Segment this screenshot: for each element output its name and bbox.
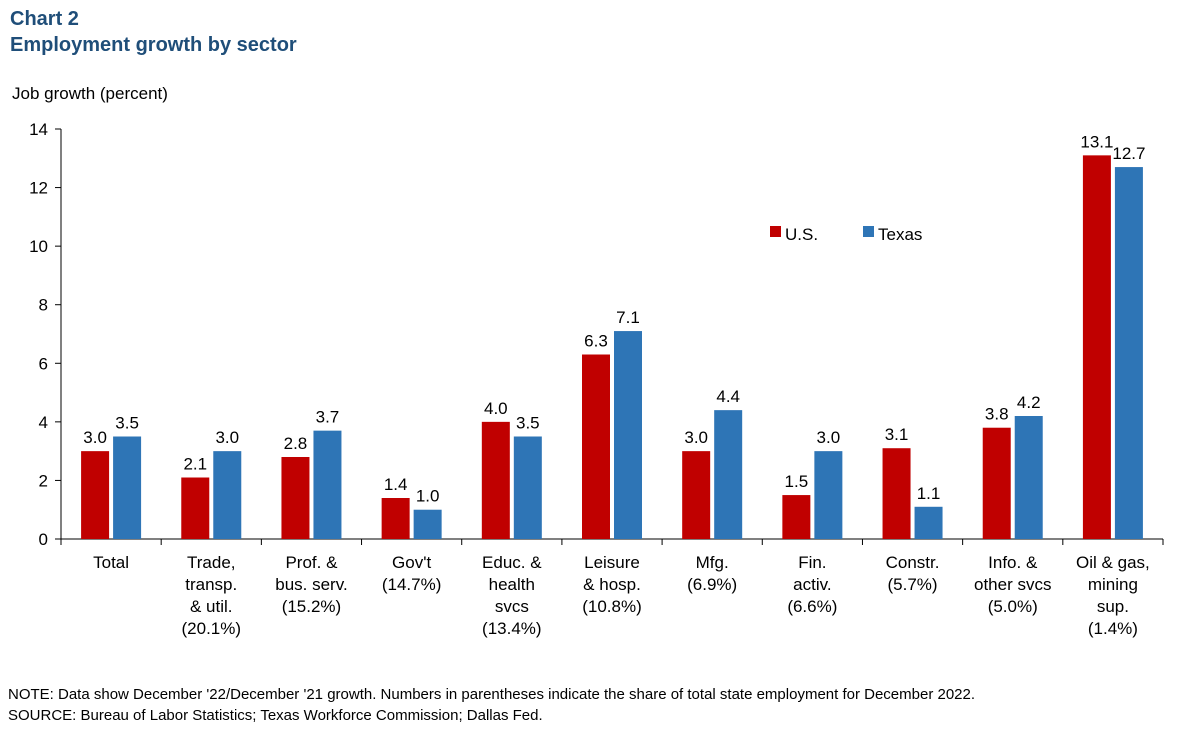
data-label: 3.1 bbox=[885, 425, 909, 444]
x-category-label: Total bbox=[93, 553, 129, 572]
x-category-label: other svcs bbox=[974, 575, 1051, 594]
bar-texas bbox=[1014, 416, 1043, 539]
bar-us bbox=[81, 451, 110, 539]
bar-us bbox=[582, 354, 610, 539]
chart-title: Chart 2 Employment growth by sector bbox=[10, 6, 297, 58]
x-category-label: sup. bbox=[1097, 597, 1129, 616]
x-category-label: (14.7%) bbox=[382, 575, 442, 594]
y-tick-label: 8 bbox=[39, 296, 48, 315]
bar-texas bbox=[413, 509, 442, 539]
bar-texas bbox=[614, 331, 642, 539]
bar-texas bbox=[714, 410, 743, 539]
note-text: NOTE: Data show December '22/December '2… bbox=[8, 686, 976, 703]
x-category-label: (1.4%) bbox=[1088, 619, 1138, 638]
y-tick-label: 10 bbox=[29, 237, 48, 256]
bar-us bbox=[782, 495, 811, 539]
bar-us bbox=[682, 451, 711, 539]
data-label: 3.5 bbox=[516, 414, 540, 433]
bar-us bbox=[982, 427, 1011, 539]
x-category-label: Info. & bbox=[988, 553, 1038, 572]
legend-label: U.S. bbox=[785, 225, 818, 244]
data-label: 3.0 bbox=[817, 428, 841, 447]
data-label: 1.4 bbox=[384, 475, 408, 494]
data-label: 1.1 bbox=[917, 484, 941, 503]
data-label: 2.1 bbox=[183, 455, 207, 474]
bar-us bbox=[1082, 155, 1111, 539]
x-category-label: (15.2%) bbox=[282, 597, 342, 616]
bar-texas bbox=[213, 451, 242, 539]
bar-us bbox=[882, 448, 911, 539]
x-category-label: (6.9%) bbox=[687, 575, 737, 594]
x-category-label: svcs bbox=[495, 597, 529, 616]
x-category-label: Leisure bbox=[584, 553, 640, 572]
bar-texas bbox=[513, 436, 542, 539]
x-category-label: Oil & gas, bbox=[1076, 553, 1150, 572]
x-category-label: Gov't bbox=[392, 553, 431, 572]
x-category-label: (13.4%) bbox=[482, 619, 542, 638]
bar-texas bbox=[313, 430, 342, 539]
data-label: 12.7 bbox=[1112, 144, 1145, 163]
chart-title-line1: Chart 2 bbox=[10, 8, 79, 30]
data-label: 3.0 bbox=[684, 428, 708, 447]
data-label: 3.7 bbox=[316, 408, 340, 427]
y-tick-label: 2 bbox=[39, 471, 48, 490]
x-category-label: Fin. bbox=[798, 553, 826, 572]
bar-texas bbox=[914, 506, 943, 539]
y-tick-label: 4 bbox=[39, 413, 48, 432]
bar-us bbox=[281, 457, 310, 539]
legend-swatch bbox=[770, 226, 781, 237]
x-category-label: health bbox=[489, 575, 535, 594]
data-label: 3.0 bbox=[215, 428, 239, 447]
y-tick-label: 0 bbox=[39, 530, 48, 549]
y-axis-label: Job growth (percent) bbox=[12, 84, 168, 103]
x-category-label: (20.1%) bbox=[182, 619, 242, 638]
data-label: 4.0 bbox=[484, 399, 508, 418]
y-tick-label: 14 bbox=[29, 120, 48, 139]
data-label: 7.1 bbox=[616, 308, 640, 327]
data-label: 3.8 bbox=[985, 405, 1009, 424]
data-label: 1.0 bbox=[416, 487, 440, 506]
source-text: SOURCE: Bureau of Labor Statistics; Texa… bbox=[8, 707, 543, 724]
x-category-label: (6.6%) bbox=[787, 597, 837, 616]
bar-us bbox=[481, 421, 510, 539]
y-tick-label: 6 bbox=[39, 354, 48, 373]
bar-texas bbox=[1114, 167, 1143, 540]
data-label: 2.8 bbox=[284, 434, 308, 453]
x-category-label: Prof. & bbox=[285, 553, 338, 572]
y-tick-label: 12 bbox=[29, 179, 48, 198]
notes: NOTE: Data show December '22/December '2… bbox=[8, 684, 975, 726]
x-category-label: transp. bbox=[185, 575, 237, 594]
x-category-label: Constr. bbox=[886, 553, 940, 572]
bar-us bbox=[181, 477, 210, 539]
data-label: 4.4 bbox=[716, 387, 740, 406]
x-category-label: & hosp. bbox=[583, 575, 641, 594]
data-label: 13.1 bbox=[1080, 132, 1113, 151]
bar-texas bbox=[814, 451, 843, 539]
data-label: 1.5 bbox=[785, 472, 809, 491]
x-category-label: activ. bbox=[793, 575, 831, 594]
data-label: 6.3 bbox=[584, 332, 608, 351]
bar-chart: 0 2 4 6 8 10 12 14 3.0 3.5 Total 2.1 3.0 Trade, transp… bbox=[29, 120, 1164, 638]
x-category-label: bus. serv. bbox=[275, 575, 347, 594]
data-label: 4.2 bbox=[1017, 393, 1041, 412]
x-category-label: (5.7%) bbox=[888, 575, 938, 594]
x-category-label: mining bbox=[1088, 575, 1138, 594]
x-category-label: Educ. & bbox=[482, 553, 542, 572]
legend-label: Texas bbox=[878, 225, 922, 244]
data-label: 3.5 bbox=[115, 414, 139, 433]
bar-us bbox=[381, 498, 410, 539]
x-category-label: (5.0%) bbox=[988, 597, 1038, 616]
x-category-label: Mfg. bbox=[696, 553, 729, 572]
legend-swatch bbox=[863, 226, 874, 237]
x-category-label: (10.8%) bbox=[582, 597, 642, 616]
data-label: 3.0 bbox=[83, 428, 107, 447]
bar-texas bbox=[113, 436, 142, 539]
x-category-label: & util. bbox=[190, 597, 233, 616]
chart-title-line2: Employment growth by sector bbox=[10, 34, 297, 56]
x-category-label: Trade, bbox=[187, 553, 236, 572]
